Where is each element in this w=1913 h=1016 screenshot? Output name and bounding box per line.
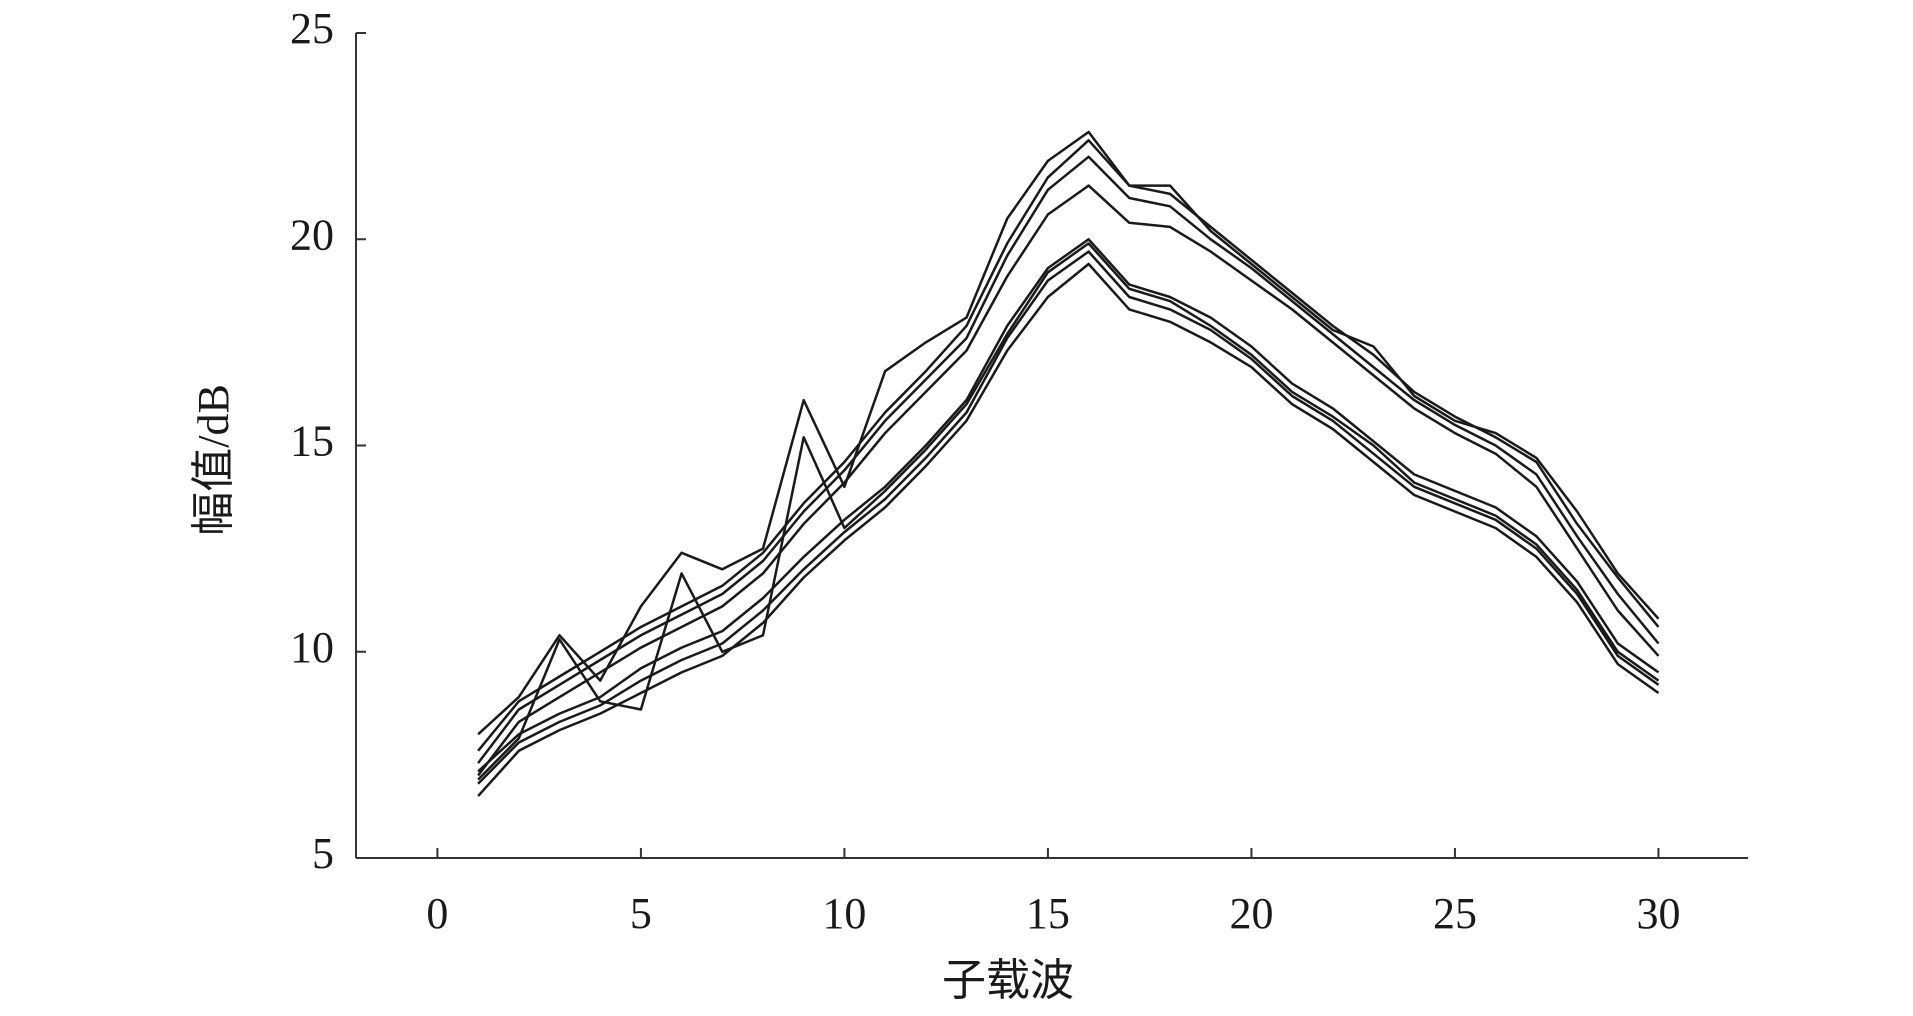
x-tick-label: 30 bbox=[1636, 889, 1680, 938]
x-tick-label: 10 bbox=[822, 889, 866, 938]
x-tick-label: 20 bbox=[1229, 889, 1273, 938]
data-line bbox=[477, 184, 1660, 777]
y-tick-label: 20 bbox=[290, 210, 334, 259]
y-tick-label: 10 bbox=[290, 623, 334, 672]
data-line bbox=[477, 155, 1660, 764]
x-tick-label: 5 bbox=[630, 889, 652, 938]
x-tick-label: 25 bbox=[1433, 889, 1477, 938]
y-axis-label: 幅值/dB bbox=[189, 384, 238, 536]
x-tick-label: 0 bbox=[426, 889, 448, 938]
x-tick-label: 15 bbox=[1026, 889, 1070, 938]
data-line bbox=[477, 130, 1660, 736]
y-tick-label: 15 bbox=[290, 417, 334, 466]
data-line bbox=[477, 262, 1660, 797]
y-tick-label: 25 bbox=[290, 4, 334, 53]
data-line bbox=[477, 238, 1660, 773]
data-line bbox=[477, 250, 1660, 785]
y-tick-label: 5 bbox=[312, 829, 334, 878]
data-line bbox=[477, 139, 1660, 752]
x-axis-label: 子载波 bbox=[942, 956, 1074, 1005]
data-line bbox=[477, 242, 1660, 781]
